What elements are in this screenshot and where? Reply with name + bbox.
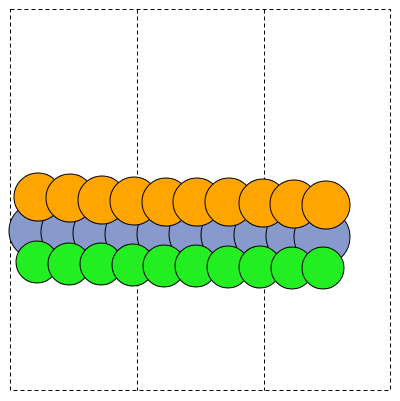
- atom-layers: [8, 172, 351, 290]
- top-atom-10: [301, 180, 351, 230]
- bottom-layer: [15, 240, 345, 290]
- outer-frame: [10, 9, 391, 391]
- bottom-atom-10: [301, 246, 345, 290]
- top-layer: [13, 172, 351, 230]
